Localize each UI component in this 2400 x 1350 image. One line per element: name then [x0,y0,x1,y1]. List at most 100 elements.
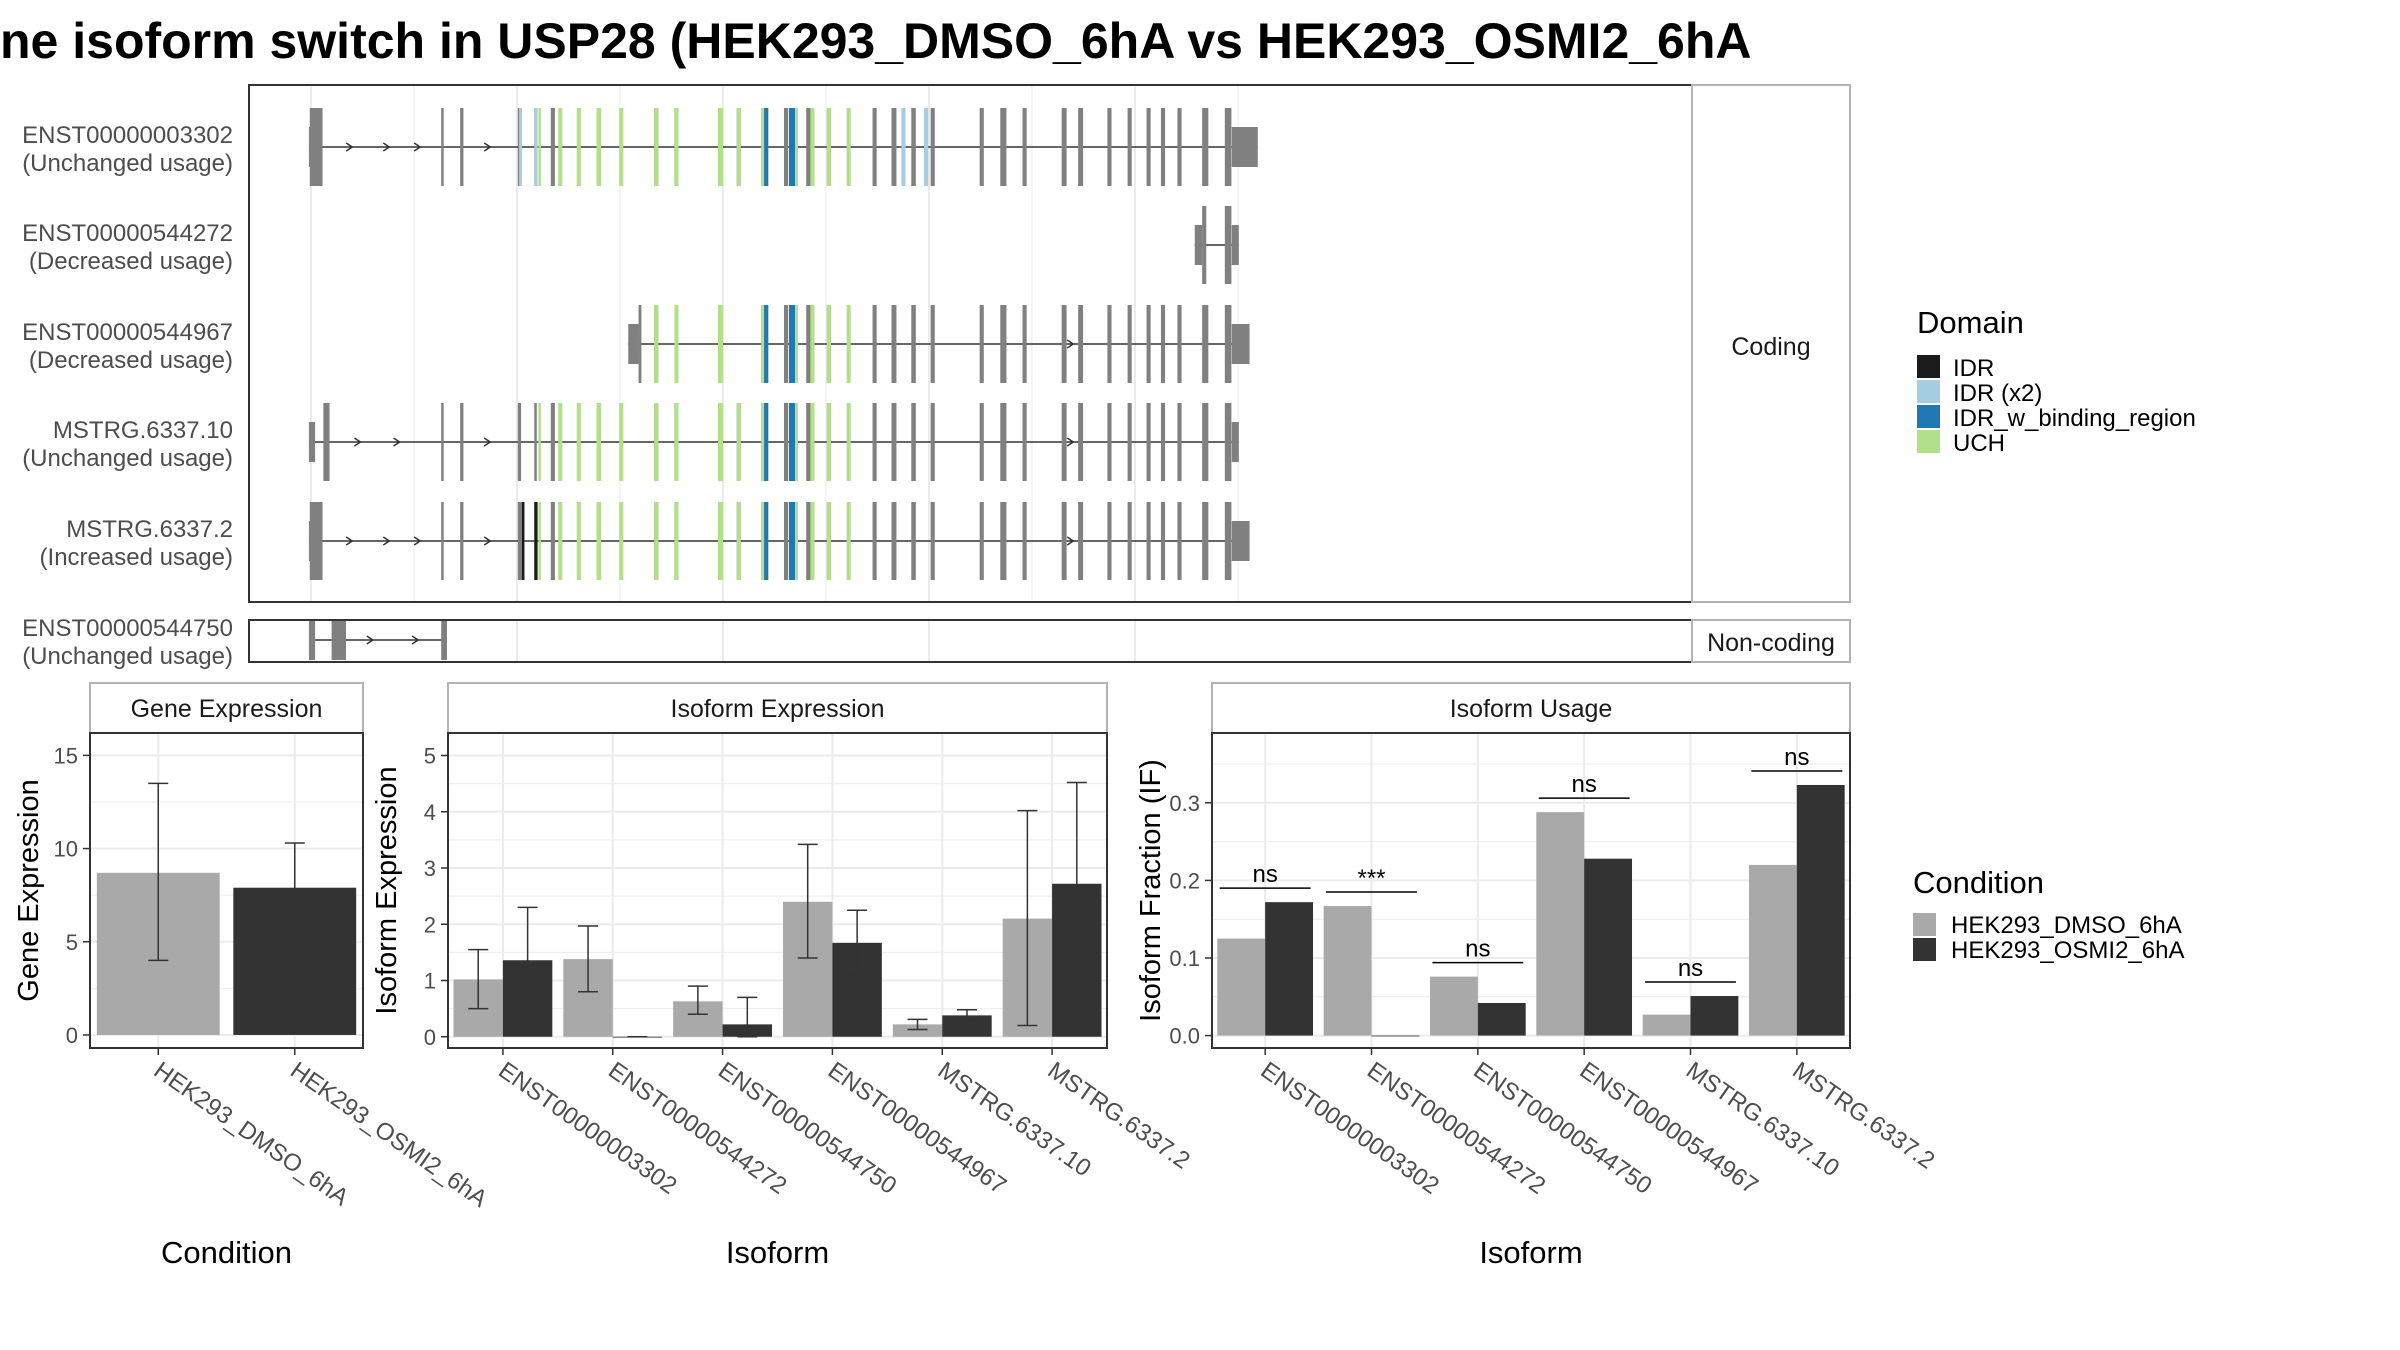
domain-region [795,502,798,580]
exon [1231,225,1239,265]
strand-arrow [413,142,422,152]
exon [1022,108,1027,186]
domain-region [826,305,831,383]
exon [872,502,877,580]
domain-region [736,403,741,481]
strand-arrow [393,437,401,447]
plot-area [1212,733,1850,1048]
exon [1202,403,1209,481]
domain-region [846,403,851,481]
exon [1000,108,1007,186]
chart-title-strip [1211,682,1851,734]
y-tick-label: 5 [424,744,436,769]
domain-region [846,305,851,383]
exon [441,403,444,481]
exon [783,108,789,186]
exon [979,305,984,383]
y-tick-label: 15 [54,743,78,768]
exon [891,305,897,383]
exon [1160,305,1166,383]
transcript-id-label: MSTRG.6337.10 [53,417,233,444]
y-tick-label: 0.1 [1169,946,1200,971]
y-tick-label: 0 [66,1023,78,1048]
domain-region [718,502,723,580]
exon [517,502,525,580]
domain-region [764,502,769,580]
domain-region [558,502,563,580]
bar-0-1 [1323,906,1372,1036]
plot-border [447,732,1108,1049]
domain-region [674,108,679,186]
domain-region [761,403,765,481]
bar-0-4 [892,1024,943,1037]
exon [1146,403,1151,481]
strand-arrow [345,536,354,546]
significance-label: ns [1571,771,1596,798]
domain-region [761,305,765,383]
exon [1231,324,1250,364]
transcript-status-label: (Decreased usage) [29,248,233,275]
strand-arrow [382,142,391,152]
domain-region [596,502,602,580]
strand-arrow [1066,536,1075,546]
domain-label-2: IDR_w_binding_region [1953,405,2196,432]
exon [1127,502,1132,580]
domain-region [718,108,723,186]
strand-arrow [411,635,420,645]
exon [783,502,789,580]
transcript-ENST00000544272: ENST00000544272(Decreased usage) [22,206,1239,284]
exon [911,305,916,383]
exon [460,403,464,481]
domain-region [795,108,798,186]
domain-region [519,108,522,186]
domain-region [654,403,659,481]
domain-region [521,502,525,580]
exon [460,502,464,580]
bar-0-5 [1748,864,1797,1036]
strand-arrow [413,536,422,546]
y-tick-label: 0 [424,1025,436,1050]
exon [1107,502,1112,580]
exon [911,502,916,580]
strand-arrow [366,635,375,645]
domain-region [901,108,906,186]
exon [1146,305,1151,383]
bar-0-2 [1429,976,1478,1036]
exon [872,403,877,481]
exon [891,403,897,481]
exon [534,403,537,481]
bar-1-1 [1371,1035,1420,1037]
domain-label-1: IDR (x2) [1953,380,2042,407]
exon [1146,502,1151,580]
exon [460,108,464,186]
noncoding-strip [1691,619,1851,663]
bar-0-3 [1536,812,1585,1036]
transcript-ENST00000544750: ENST00000544750(Unchanged usage) [22,615,447,670]
exon [806,502,812,580]
exon [1061,502,1067,580]
significance-label: *** [1357,865,1385,892]
significance-label: ns [1465,936,1490,963]
exon [550,108,555,186]
domain-region [764,305,769,383]
domain-region [674,502,679,580]
domain-region [619,403,624,481]
exon [1177,403,1182,481]
exon [1202,108,1209,186]
domain-region [674,403,679,481]
x-tick-label: ENST00000544272 [1362,1057,1550,1200]
bar-1-0 [1265,902,1314,1036]
chart-title: Gene Expression [131,695,323,723]
coding-strip-label: Coding [1731,333,1810,361]
transcript-status-label: (Increased usage) [40,544,233,571]
figure-title: ne isoform switch in USP28 (HEK293_DMSO_… [0,13,1752,69]
domain-key-0 [1917,355,1940,378]
bar-1-5 [1796,784,1845,1036]
x-tick-label: ENST00000544967 [1575,1057,1763,1200]
exon [1224,108,1232,186]
exon [550,403,555,481]
exon [331,620,347,660]
exon [441,502,444,580]
